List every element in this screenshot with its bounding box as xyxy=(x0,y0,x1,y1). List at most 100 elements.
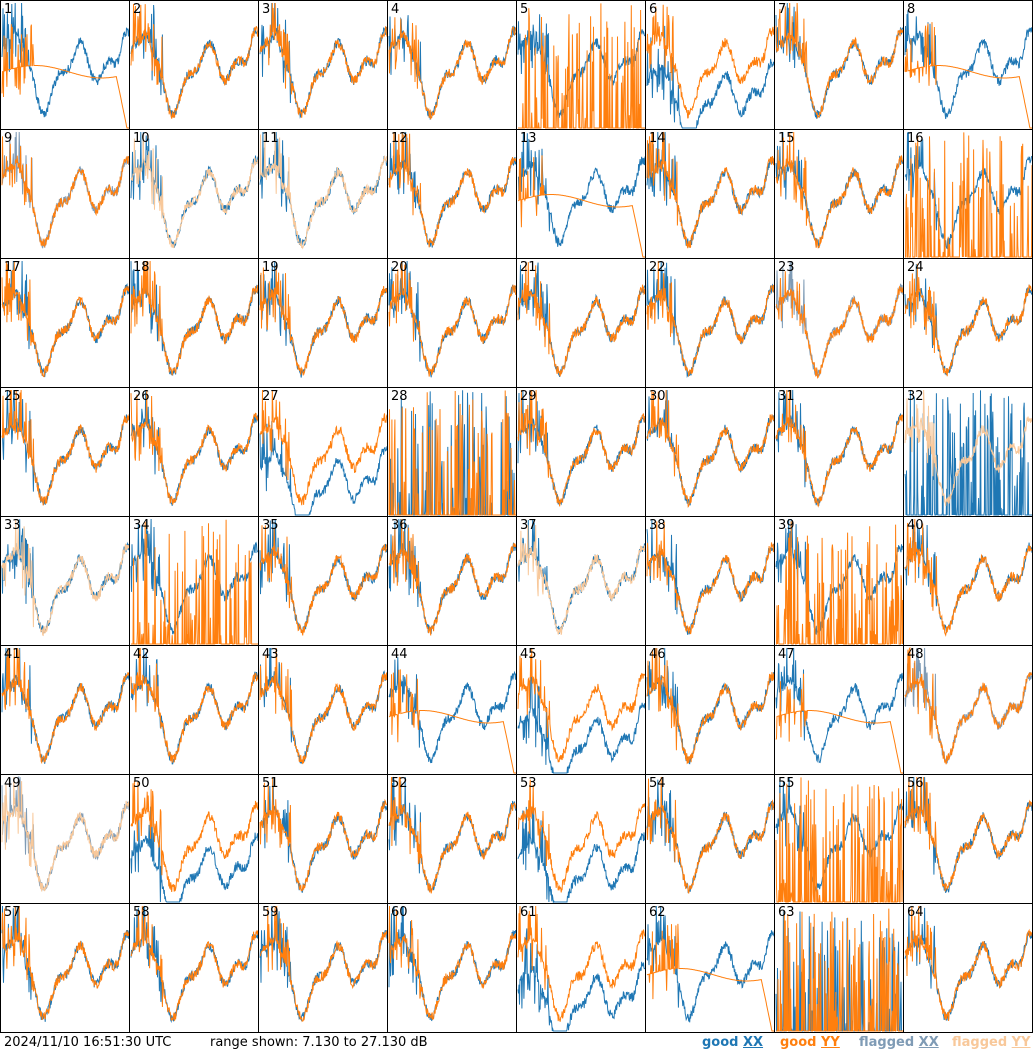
panel-label: 43 xyxy=(262,647,279,662)
panel-plot xyxy=(646,260,774,379)
legend-prefix: flagged xyxy=(859,1035,919,1050)
panel-label: 1 xyxy=(4,2,13,17)
panel-label: 36 xyxy=(391,518,408,533)
panel-12: 12 xyxy=(387,129,517,259)
panel-6: 6 xyxy=(645,0,775,130)
panel-48: 48 xyxy=(903,645,1033,775)
panel-31: 31 xyxy=(774,387,904,517)
panel-plot xyxy=(517,518,645,635)
panel-label: 63 xyxy=(778,905,795,920)
series-xx xyxy=(517,806,645,903)
panel-47: 47 xyxy=(774,645,904,775)
panel-21: 21 xyxy=(516,258,646,388)
panel-plot xyxy=(517,3,645,129)
series-yy xyxy=(388,776,516,894)
series-xx xyxy=(646,905,774,1023)
series-xx xyxy=(388,15,516,120)
panel-plot xyxy=(517,261,645,378)
panel-17: 17 xyxy=(0,258,130,388)
panel-plot xyxy=(388,260,516,378)
series-yy xyxy=(646,389,774,508)
panel-plot xyxy=(259,131,387,250)
panel-label: 25 xyxy=(4,389,21,404)
series-xx xyxy=(259,421,387,516)
series-yy xyxy=(130,647,258,763)
series-yy xyxy=(775,131,903,249)
series-yy xyxy=(259,525,387,636)
panel-plot xyxy=(130,518,258,645)
panel-label: 24 xyxy=(907,260,924,275)
panel-plot xyxy=(259,389,387,516)
panel-label: 17 xyxy=(4,260,21,275)
panel-9: 9 xyxy=(0,129,130,259)
panel-37: 37 xyxy=(516,516,646,646)
panel-3: 3 xyxy=(258,0,388,130)
panel-label: 26 xyxy=(133,389,150,404)
series-xx xyxy=(388,776,516,892)
panel-label: 7 xyxy=(778,2,787,17)
series-yy xyxy=(517,524,645,635)
series-yy xyxy=(904,22,1032,129)
panel-plot xyxy=(517,905,645,1032)
panel-43: 43 xyxy=(258,645,388,775)
series-yy xyxy=(775,673,903,774)
panel-label: 8 xyxy=(907,2,916,17)
panel-plot xyxy=(1,775,129,892)
series-xx xyxy=(775,776,903,893)
legend-pol: YY xyxy=(1011,1035,1031,1050)
panel-plot xyxy=(1,518,129,637)
panel-64: 64 xyxy=(903,903,1033,1033)
panel-plot xyxy=(259,2,387,119)
series-yy xyxy=(1,389,129,506)
panel-plot xyxy=(646,4,774,129)
series-yy xyxy=(646,647,774,765)
panel-label: 59 xyxy=(262,905,279,920)
panel-plot xyxy=(517,779,645,903)
panel-label: 49 xyxy=(4,776,21,791)
panel-label: 20 xyxy=(391,260,408,275)
series-yy xyxy=(388,260,516,377)
panel-plot xyxy=(517,131,645,258)
series-yy xyxy=(775,271,903,379)
panel-plot xyxy=(259,905,387,1023)
series-yy xyxy=(904,263,1032,377)
panel-label: 11 xyxy=(262,131,279,146)
panel-7: 7 xyxy=(774,0,904,130)
panel-label: 22 xyxy=(649,260,666,275)
panel-plot xyxy=(259,647,387,765)
series-yy xyxy=(1,24,129,129)
panel-plot xyxy=(646,518,774,635)
series-yy xyxy=(1,136,129,248)
series-yy xyxy=(1,776,129,892)
panel-51: 51 xyxy=(258,774,388,904)
series-yy xyxy=(1,260,129,378)
panel-46: 46 xyxy=(645,645,775,775)
series-yy xyxy=(517,779,645,893)
panel-label: 46 xyxy=(649,647,666,662)
panel-20: 20 xyxy=(387,258,517,388)
series-xx xyxy=(775,2,903,119)
series-yy xyxy=(259,905,387,1023)
panel-label: 18 xyxy=(133,260,150,275)
legend-good-xx: good XX xyxy=(702,1033,763,1053)
series-yy xyxy=(130,905,258,1021)
panel-plot xyxy=(388,776,516,894)
panel-plot xyxy=(775,908,903,1032)
series-yy xyxy=(130,3,258,119)
legend-prefix: good xyxy=(702,1035,743,1050)
panel-plot xyxy=(775,2,903,120)
panel-label: 23 xyxy=(778,260,795,275)
panel-13: 13 xyxy=(516,129,646,259)
panel-label: 31 xyxy=(778,389,795,404)
series-yy xyxy=(517,647,645,763)
series-yy xyxy=(646,521,774,635)
series-yy xyxy=(517,905,645,1022)
series-yy xyxy=(646,131,774,249)
series-xx xyxy=(130,4,258,118)
series-yy xyxy=(130,389,258,505)
series-yy xyxy=(388,390,516,516)
panel-60: 60 xyxy=(387,903,517,1033)
panel-plot xyxy=(517,647,645,774)
series-yy xyxy=(904,776,1032,892)
